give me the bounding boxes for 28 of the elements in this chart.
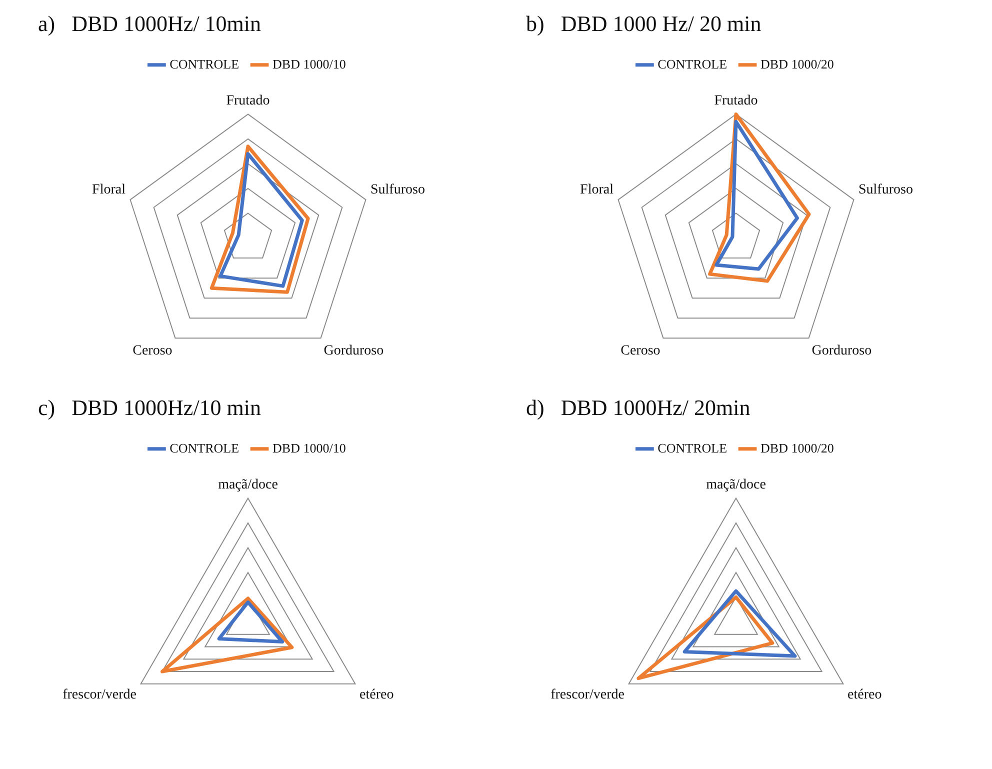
spoke-label: Floral xyxy=(580,182,614,198)
spoke-label: etéreo xyxy=(360,687,394,702)
spoke-label: Floral xyxy=(92,182,126,198)
spoke-label: frescor/verde xyxy=(550,687,624,702)
spoke-label: Gorduroso xyxy=(324,343,384,358)
legend-label: CONTROLE xyxy=(170,56,240,72)
spoke-label: Sulfuroso xyxy=(370,182,425,198)
spoke-label: etéreo xyxy=(848,687,882,702)
legend-label: DBD 1000/20 xyxy=(760,56,834,72)
spoke-label: Ceroso xyxy=(132,343,172,358)
chart-title: b) DBD 1000 Hz/ 20 min xyxy=(526,10,762,36)
spoke-label: maçã/doce xyxy=(218,477,278,492)
chart-title: d) DBD 1000Hz/ 20min xyxy=(526,394,750,420)
spoke-label: Sulfuroso xyxy=(858,182,913,198)
legend-label: DBD 1000/10 xyxy=(272,56,346,72)
spoke-label: Frutado xyxy=(714,93,758,108)
chart-title: a) DBD 1000Hz/ 10min xyxy=(38,10,262,36)
spoke-label: frescor/verde xyxy=(62,687,136,702)
legend-label: CONTROLE xyxy=(658,56,728,72)
legend-label: DBD 1000/10 xyxy=(272,440,346,456)
spoke-label: Frutado xyxy=(226,93,270,108)
legend-label: CONTROLE xyxy=(658,440,728,456)
spoke-label: maçã/doce xyxy=(706,477,766,492)
legend-label: DBD 1000/20 xyxy=(760,440,834,456)
chart-title: c) DBD 1000Hz/10 min xyxy=(38,394,262,420)
legend-label: CONTROLE xyxy=(170,440,240,456)
spoke-label: Ceroso xyxy=(620,343,660,358)
spoke-label: Gorduroso xyxy=(812,343,872,358)
